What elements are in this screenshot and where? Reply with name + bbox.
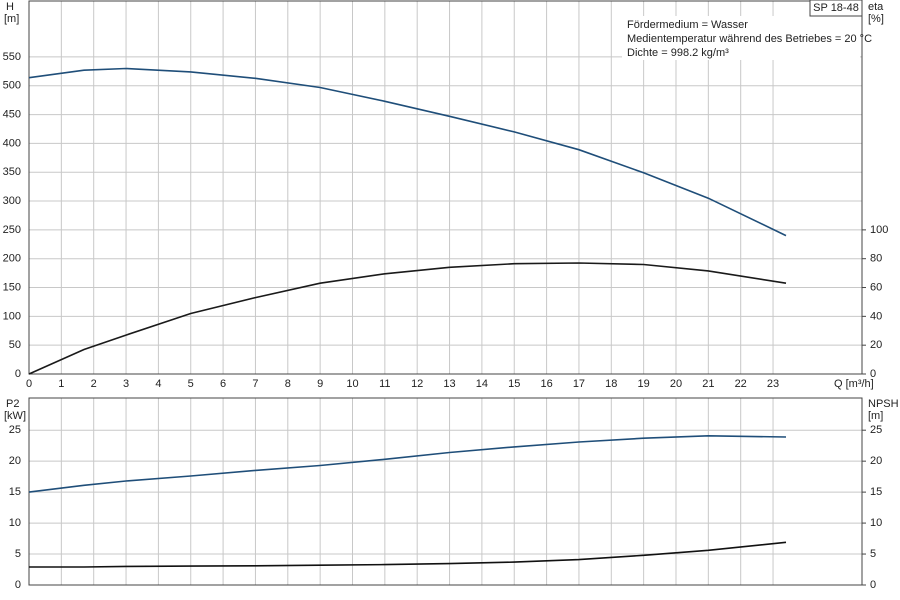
y-axis-label: H [6,1,14,13]
y2-tick-label: 0 [870,579,876,591]
x-tick-label: 5 [188,378,194,390]
x-tick-label: 8 [285,378,291,390]
y2-axis-unit: [m] [868,410,883,422]
y2-axis-label: NPSH [868,398,899,410]
y2-tick-label: 60 [870,281,882,293]
x-tick-label: 6 [220,378,226,390]
x-tick-label: 20 [670,378,682,390]
y-tick-label: 25 [9,424,21,436]
plot-area [29,398,862,585]
x-axis-label: Q [m³/h] [834,378,874,390]
y-tick-label: 10 [9,517,21,529]
title-box [809,0,863,17]
y-axis-unit: [m] [4,13,19,25]
y-tick-label: 200 [3,253,21,265]
plot-frame [28,0,863,375]
x-tick-label: 2 [91,378,97,390]
x-tick-label: 9 [317,378,323,390]
y2-tick-label: 40 [870,310,882,322]
x-tick-label: 0 [26,378,32,390]
x-tick-label: 13 [443,378,455,390]
y-tick-label: 100 [3,310,21,322]
y2-axis-label: eta [868,1,884,13]
y-tick-label: 0 [15,579,21,591]
y2-tick-label: 5 [870,548,876,560]
curve [28,67,787,237]
y-axis-unit: [kW] [4,410,26,422]
y2-tick-label: 25 [870,424,882,436]
y2-tick-label: 15 [870,486,882,498]
y-tick-label: 550 [3,51,21,63]
annotation: Medientemperatur während des Betriebes =… [627,33,872,45]
x-tick-label: 16 [540,378,552,390]
y2-tick-label: 10 [870,517,882,529]
y-tick-label: 300 [3,195,21,207]
x-tick-label: 7 [252,378,258,390]
y-axis-label: P2 [6,398,19,410]
y2-tick-label: 20 [870,455,882,467]
curve [29,541,787,568]
annotation-box [622,16,860,60]
x-tick-label: 15 [508,378,520,390]
y2-axis-unit: [%] [868,13,884,25]
x-tick-label: 3 [123,378,129,390]
annotation: Dichte = 998.2 kg/m³ [627,47,729,59]
y-tick-label: 250 [3,224,21,236]
curve [28,262,787,375]
x-tick-label: 23 [767,378,779,390]
y-tick-label: 20 [9,455,21,467]
x-tick-label: 18 [605,378,617,390]
plot-area [29,1,862,374]
y-tick-label: 50 [9,339,21,351]
y-tick-label: 150 [3,281,21,293]
x-tick-label: 21 [702,378,714,390]
y-tick-label: 0 [15,368,21,380]
y-tick-label: 350 [3,166,21,178]
y2-tick-label: 80 [870,253,882,265]
x-tick-label: 4 [155,378,161,390]
x-tick-label: 22 [735,378,747,390]
x-tick-label: 12 [411,378,423,390]
y-tick-label: 400 [3,137,21,149]
y-tick-label: 15 [9,486,21,498]
annotation: Fördermedium = Wasser [627,19,748,31]
y-tick-label: 450 [3,108,21,120]
x-tick-label: 11 [379,378,390,390]
curve [28,434,787,493]
y2-tick-label: 20 [870,339,882,351]
x-tick-label: 1 [58,378,64,390]
x-tick-label: 14 [476,378,488,390]
y-tick-label: 500 [3,80,21,92]
y2-tick-label: 0 [870,368,876,380]
x-tick-label: 17 [573,378,585,390]
y2-tick-label: 100 [870,224,888,236]
x-tick-label: 10 [346,378,358,390]
x-tick-label: 19 [638,378,650,390]
chart-title: SP 18-48 [813,2,859,14]
y-tick-label: 5 [15,548,21,560]
